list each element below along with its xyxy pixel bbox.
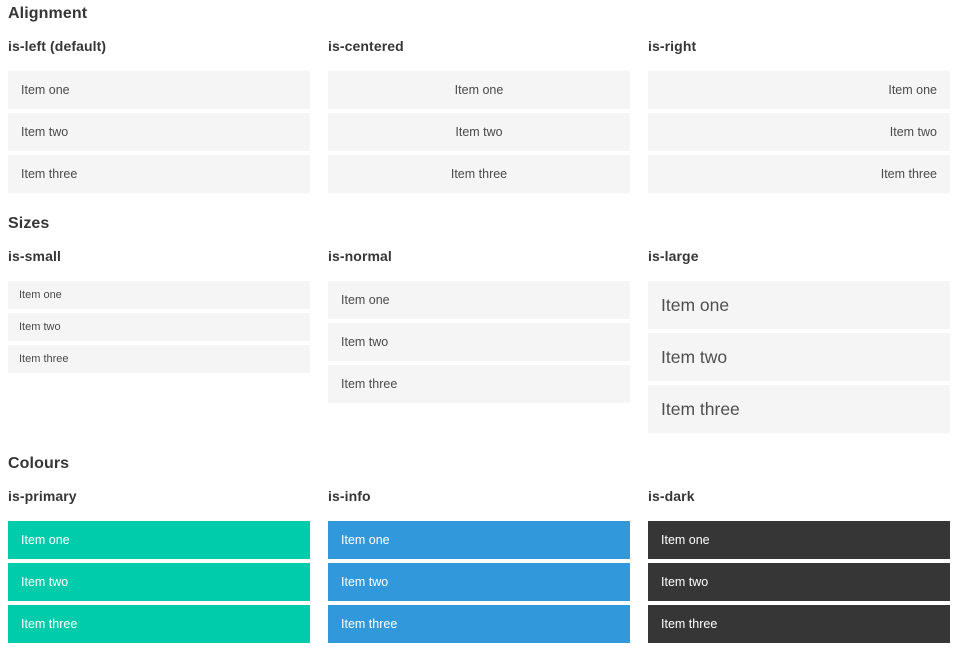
list-item[interactable]: Item one [8,71,310,109]
section-title-alignment: Alignment [8,5,88,22]
item-list-left: Item one Item two Item three [8,71,310,193]
alignment-row: is-left (default) Item one Item two Item… [8,38,950,193]
section-title-colours: Colours [8,455,70,472]
group-label-is-large: is-large [648,248,699,264]
list-item[interactable]: Item three [328,155,630,193]
list-item[interactable]: Item two [8,313,310,341]
list-item[interactable]: Item one [328,71,630,109]
list-item[interactable]: Item two [648,333,950,381]
list-item[interactable]: Item three [8,605,310,643]
group-label-is-primary: is-primary [8,488,77,504]
group-label-is-normal: is-normal [328,248,392,264]
group-is-normal: is-normal Item one Item two Item three [328,248,630,403]
list-item[interactable]: Item one [648,71,950,109]
list-item[interactable]: Item three [8,345,310,373]
group-label-is-centered: is-centered [328,38,404,54]
item-list-normal: Item one Item two Item three [328,281,630,403]
group-is-right: is-right Item one Item two Item three [648,38,950,193]
list-item[interactable]: Item two [648,563,950,601]
list-item[interactable]: Item three [648,385,950,433]
list-item[interactable]: Item three [648,155,950,193]
group-is-info: is-info Item one Item two Item three [328,488,630,643]
group-label-is-dark: is-dark [648,488,695,504]
group-label-is-info: is-info [328,488,371,504]
section-title-sizes: Sizes [8,215,50,232]
group-is-left: is-left (default) Item one Item two Item… [8,38,310,193]
list-item[interactable]: Item three [648,605,950,643]
list-item[interactable]: Item three [8,155,310,193]
group-is-dark: is-dark Item one Item two Item three [648,488,950,643]
list-item[interactable]: Item two [328,113,630,151]
group-label-is-small: is-small [8,248,61,264]
colours-row: is-primary Item one Item two Item three … [8,488,950,643]
list-item[interactable]: Item two [8,113,310,151]
group-is-centered: is-centered Item one Item two Item three [328,38,630,193]
list-item[interactable]: Item two [8,563,310,601]
item-list-small: Item one Item two Item three [8,281,310,373]
group-is-primary: is-primary Item one Item two Item three [8,488,310,643]
group-label-is-right: is-right [648,38,697,54]
item-list-info: Item one Item two Item three [328,521,630,643]
list-item[interactable]: Item one [8,281,310,309]
list-item[interactable]: Item two [648,113,950,151]
list-item[interactable]: Item one [328,281,630,319]
section-alignment: Alignment is-left (default) Item one Ite… [8,4,950,193]
item-list-primary: Item one Item two Item three [8,521,310,643]
item-list-right: Item one Item two Item three [648,71,950,193]
list-item[interactable]: Item one [328,521,630,559]
list-item[interactable]: Item two [328,563,630,601]
group-label-is-left: is-left (default) [8,38,107,54]
item-list-large: Item one Item two Item three [648,281,950,433]
list-item[interactable]: Item one [648,521,950,559]
list-item[interactable]: Item one [8,521,310,559]
item-list-dark: Item one Item two Item three [648,521,950,643]
section-colours: Colours is-primary Item one Item two Ite… [8,454,950,643]
list-item[interactable]: Item three [328,605,630,643]
item-list-centered: Item one Item two Item three [328,71,630,193]
sizes-row: is-small Item one Item two Item three is… [8,248,950,433]
group-is-large: is-large Item one Item two Item three [648,248,950,433]
list-item[interactable]: Item two [328,323,630,361]
section-sizes: Sizes is-small Item one Item two Item th… [8,214,950,433]
list-item[interactable]: Item one [648,281,950,329]
group-is-small: is-small Item one Item two Item three [8,248,310,373]
list-item[interactable]: Item three [328,365,630,403]
